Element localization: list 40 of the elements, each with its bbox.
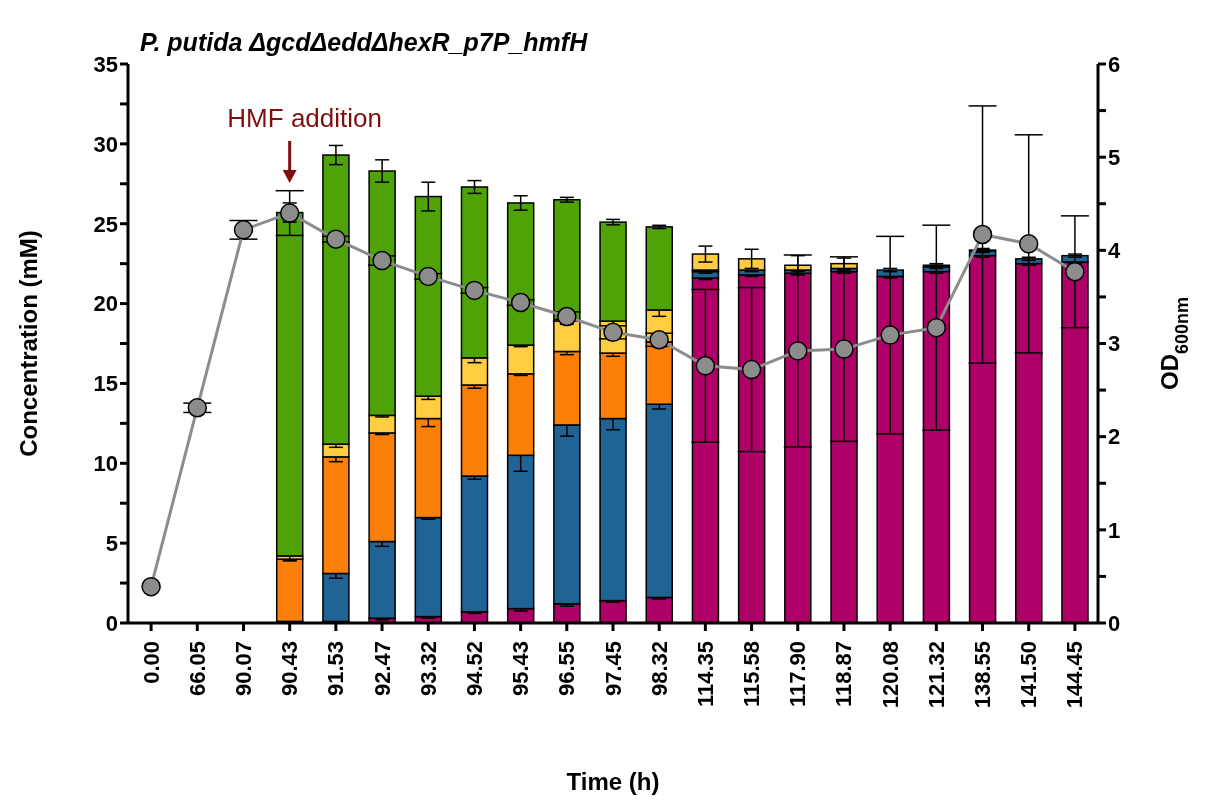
x-tick-label: 92.47 xyxy=(369,641,395,697)
annotation: HMF addition xyxy=(227,103,382,133)
y-axis-title: Concentration (mM) xyxy=(14,230,42,457)
x-tick-label: 98.32 xyxy=(646,641,672,697)
x-axis-title: Time (h) xyxy=(566,768,660,795)
y2-tick-label: 3 xyxy=(1108,331,1121,357)
x-tick-label: 97.45 xyxy=(600,641,626,697)
x-tick-label: 96.55 xyxy=(554,641,580,697)
y-tick-label: 0 xyxy=(105,610,118,636)
x-tick-label: 0.00 xyxy=(138,641,164,684)
x-tick-label: 141.50 xyxy=(1016,641,1042,709)
x-tick-label: 90.43 xyxy=(277,641,303,697)
x-tick-label: 93.32 xyxy=(415,641,441,697)
chart-title: P. putida ΔgcdΔeddΔhexR_p7P_hmfH xyxy=(140,28,588,57)
y2-tick-label: 0 xyxy=(1108,610,1121,636)
y-tick-label: 25 xyxy=(93,211,118,237)
x-tick-label: 91.53 xyxy=(323,641,349,697)
x-tick-label: 90.07 xyxy=(230,641,256,697)
y2-tick-label: 5 xyxy=(1108,144,1121,170)
x-tick-label: 95.43 xyxy=(508,641,534,697)
y2-tick-label: 1 xyxy=(1108,517,1121,543)
x-tick-label: 94.52 xyxy=(461,641,487,697)
y2-tick-label: 2 xyxy=(1108,424,1121,450)
y-tick-label: 15 xyxy=(93,371,118,397)
y2-tick-label: 6 xyxy=(1108,51,1121,77)
x-tick-label: 114.35 xyxy=(692,641,718,708)
y-tick-label: 20 xyxy=(93,291,118,317)
x-tick-label: 118.87 xyxy=(831,641,857,708)
x-tick-label: 66.05 xyxy=(184,641,210,697)
y-tick-label: 35 xyxy=(93,51,118,77)
x-tick-label: 138.55 xyxy=(970,641,996,709)
x-tick-label: 115.58 xyxy=(739,641,765,708)
y-tick-label: 30 xyxy=(93,131,118,157)
y-tick-label: 10 xyxy=(93,451,118,477)
x-tick-label: 121.32 xyxy=(923,641,949,709)
y-tick-label: 5 xyxy=(105,530,118,556)
y2-tick-label: 4 xyxy=(1108,238,1121,264)
x-tick-label: 120.08 xyxy=(877,641,903,709)
x-tick-label: 144.45 xyxy=(1062,641,1088,709)
x-tick-label: 117.90 xyxy=(785,641,811,708)
